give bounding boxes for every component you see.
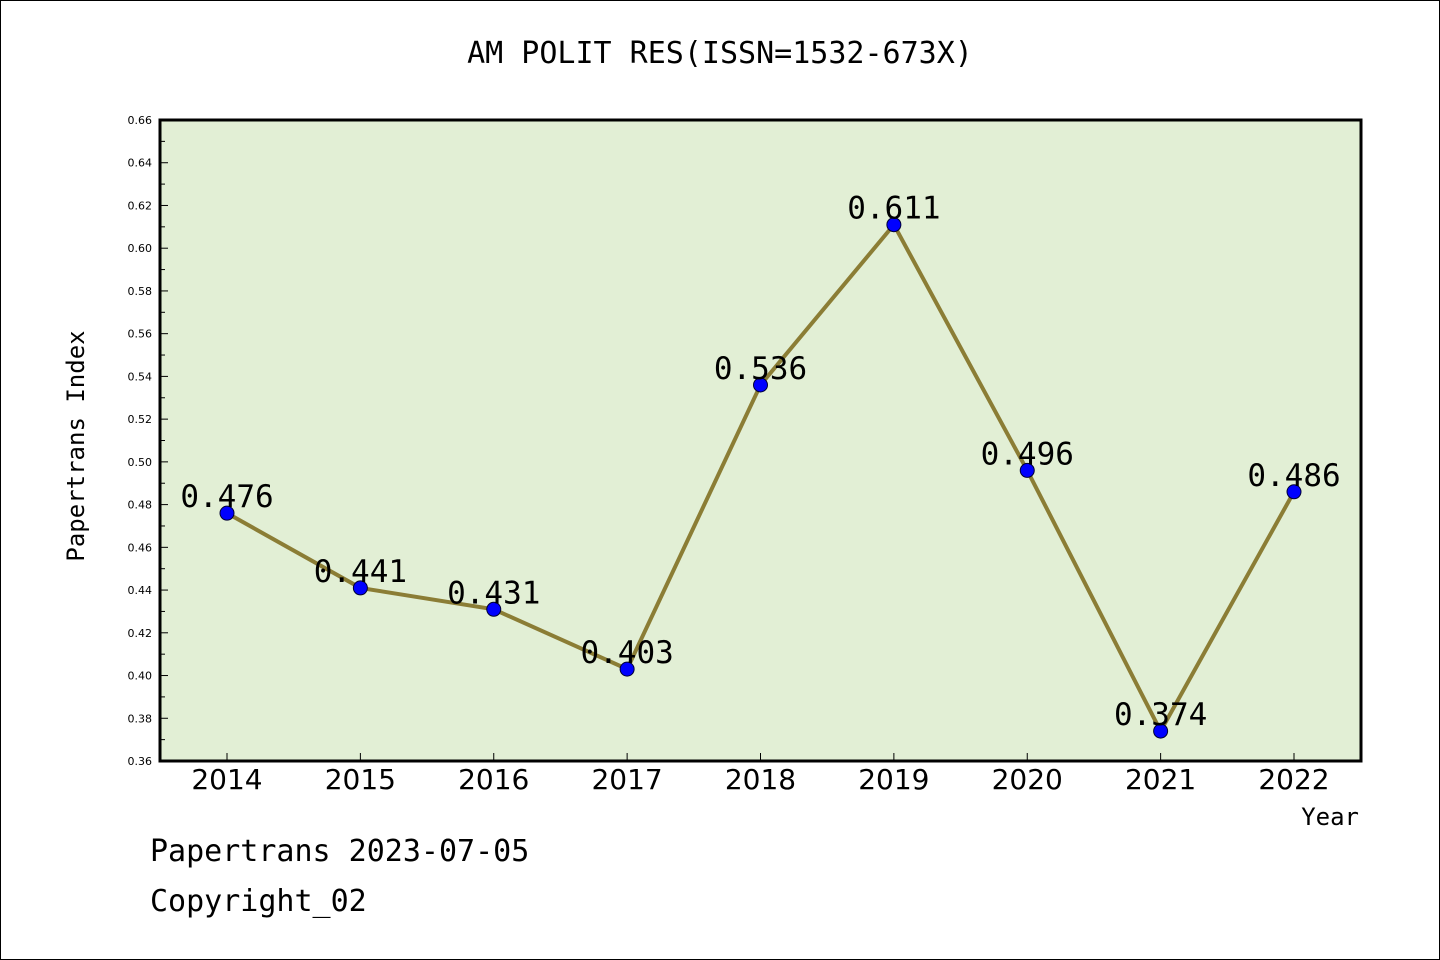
y-tick-label: 0.52 — [128, 413, 153, 426]
data-point — [486, 601, 502, 617]
data-point — [753, 377, 768, 393]
y-axis-ticks: 0.36 0.38 0.40 0.42 0.44 0.46 0.48 0.50 0.52 0.54… — [128, 114, 168, 768]
y-tick-label: 0.62 — [128, 199, 153, 212]
data-label: 0.441 — [314, 554, 407, 590]
data-label: 0.403 — [580, 635, 673, 671]
data-point — [352, 580, 368, 596]
x-axis-ticks: 2014 2015 2016 2017 2018 2019 2020 2021 2022 — [191, 753, 1330, 796]
y-tick-label: 0.40 — [128, 670, 153, 683]
data-label: 0.476 — [180, 479, 273, 515]
x-tick-label: 2019 — [858, 763, 929, 796]
x-tick-label: 2021 — [1125, 763, 1196, 796]
y-tick-label: 0.64 — [128, 157, 153, 170]
data-point — [619, 661, 635, 677]
data-label: 0.486 — [1247, 458, 1340, 494]
footer-date: Papertrans 2023-07-05 — [150, 834, 530, 869]
x-tick-label: 2015 — [325, 763, 396, 796]
y-tick-label: 0.46 — [128, 541, 153, 554]
plot-area — [160, 120, 1361, 761]
y-tick-label: 0.58 — [128, 285, 153, 298]
x-tick-label: 2018 — [725, 763, 796, 796]
data-label: 0.536 — [714, 351, 807, 387]
data-markers — [219, 217, 1302, 739]
data-label: 0.496 — [981, 436, 1074, 472]
data-label: 0.431 — [447, 575, 540, 611]
y-tick-label: 0.56 — [128, 328, 153, 341]
data-point — [1019, 462, 1035, 478]
x-axis-label: Year — [1301, 803, 1359, 831]
y-tick-label: 0.54 — [128, 370, 153, 383]
plot-border — [158, 118, 1363, 763]
x-tick-label: 2016 — [458, 763, 529, 796]
data-labels: 0.476 0.441 0.431 0.403 0.536 0.611 0.496 0.374… — [180, 191, 1340, 733]
data-label: 0.374 — [1114, 697, 1207, 733]
x-tick-label: 2017 — [591, 763, 662, 796]
y-tick-label: 0.48 — [128, 499, 153, 512]
y-tick-label: 0.42 — [128, 627, 153, 640]
x-tick-label: 2022 — [1258, 763, 1329, 796]
chart-title: AM POLIT RES(ISSN=1532-673X) — [467, 36, 973, 71]
x-tick-label: 2014 — [191, 763, 262, 796]
y-tick-label: 0.50 — [128, 456, 153, 469]
y-tick-label: 0.36 — [128, 755, 153, 768]
y-tick-label: 0.38 — [128, 712, 153, 725]
x-tick-label: 2020 — [992, 763, 1063, 796]
data-label: 0.611 — [847, 191, 940, 227]
data-point — [886, 217, 902, 233]
y-tick-label: 0.66 — [128, 114, 153, 127]
data-point — [1286, 484, 1302, 500]
data-point — [1153, 723, 1169, 739]
footer-copyright: Copyright_02 — [150, 884, 367, 919]
data-point — [219, 505, 235, 521]
y-tick-label: 0.44 — [128, 584, 153, 597]
y-tick-label: 0.60 — [128, 242, 153, 255]
